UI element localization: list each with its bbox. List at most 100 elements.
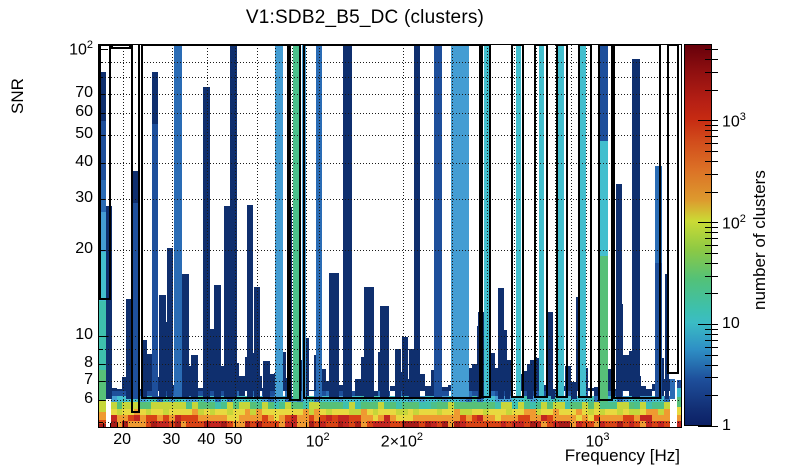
x-axis-tick [536,423,538,427]
band-cell [587,402,595,409]
band-cell [576,415,583,422]
heatmap-bar [342,45,353,399]
colorbar-tick [698,324,718,326]
band-cell [529,396,536,403]
band-cell [227,415,234,422]
band-cell [390,415,397,422]
band-cell [168,415,175,422]
band-cell [593,409,600,416]
band-cell [186,415,193,422]
band-cell [360,402,368,409]
band-cell [168,421,175,427]
band-cell [390,409,397,416]
band-cell [273,421,280,427]
noise-bar [570,382,577,391]
band-cell [291,421,298,427]
x-axis-tick [123,421,125,427]
band-cell [471,390,478,397]
x-axis-tick [514,423,516,427]
band-cell [424,421,432,427]
band-cell [279,421,286,427]
edge-column-seg [676,396,681,407]
band-cell [535,396,542,403]
band-cell [186,390,193,397]
band-cell [349,402,356,409]
band-cell [477,421,484,427]
band-cell [622,402,629,409]
y-axis-tick [99,163,105,165]
band-cell [197,421,205,427]
band-cell [564,415,571,422]
band-cell [163,409,170,416]
band-cell [419,421,426,427]
band-cell [168,409,175,416]
band-cell [133,415,141,422]
y-tick-label: 6 [84,389,93,407]
band-cell [291,415,298,422]
noise-bar [465,368,472,391]
x-tick-label: 50 [224,431,243,448]
band-cell [355,409,362,416]
colorbar-tick [705,226,718,228]
band-cell [151,415,158,422]
noise-bar [547,312,554,391]
band-cell [488,409,496,416]
x-axis-tick [555,423,557,427]
band-cell [541,390,548,397]
band-cell [221,409,228,416]
band-cell [587,421,595,427]
band-cell [390,421,397,427]
band-cell [518,409,525,416]
band-cell [372,421,379,427]
band-cell [314,402,321,409]
band-cell [128,421,135,427]
band-cell [285,402,292,409]
band-cell [582,402,589,409]
band-cell [355,421,362,427]
band-cell [558,402,565,409]
grid-line-h [99,363,681,365]
band-cell [308,415,315,422]
band-cell [337,402,344,409]
band-cell [622,409,629,416]
band-cell [163,421,170,427]
veto-box [534,44,548,398]
band-cell [640,390,647,397]
y-axis-tick [99,422,103,424]
band-cell [244,421,251,427]
band-cell [663,396,670,403]
band-cell [442,421,449,427]
band-cell [227,396,234,403]
band-cell [587,409,595,416]
band-cell [180,415,187,422]
band-cell [366,409,373,416]
band-cell [320,402,327,409]
grid-line-v [291,45,293,427]
band-cell [459,402,466,409]
x-axis-tick [110,423,112,427]
band-cell [180,409,187,416]
colorbar-tick [705,244,718,246]
band-cell [448,396,455,403]
band-cell [640,421,647,427]
colorbar-tick [705,252,718,254]
band-cell [442,402,449,409]
noise-bar [267,374,274,391]
band-cell [663,415,670,422]
colorbar-title: number of clusters [750,170,769,310]
band-cell [477,402,484,409]
grid-line-v [536,45,538,427]
band-cell [244,396,251,403]
band-cell [488,415,496,422]
band-cell [500,402,507,409]
band-cell [209,402,216,409]
veto-box [577,44,593,398]
band-cell [349,421,356,427]
band-cell [384,396,391,403]
band-cell [262,421,269,427]
band-cell [553,415,560,422]
band-cell [250,409,257,416]
heatmap-bar [364,287,375,399]
noise-bar [209,329,216,391]
heatmap-bar [191,354,199,399]
